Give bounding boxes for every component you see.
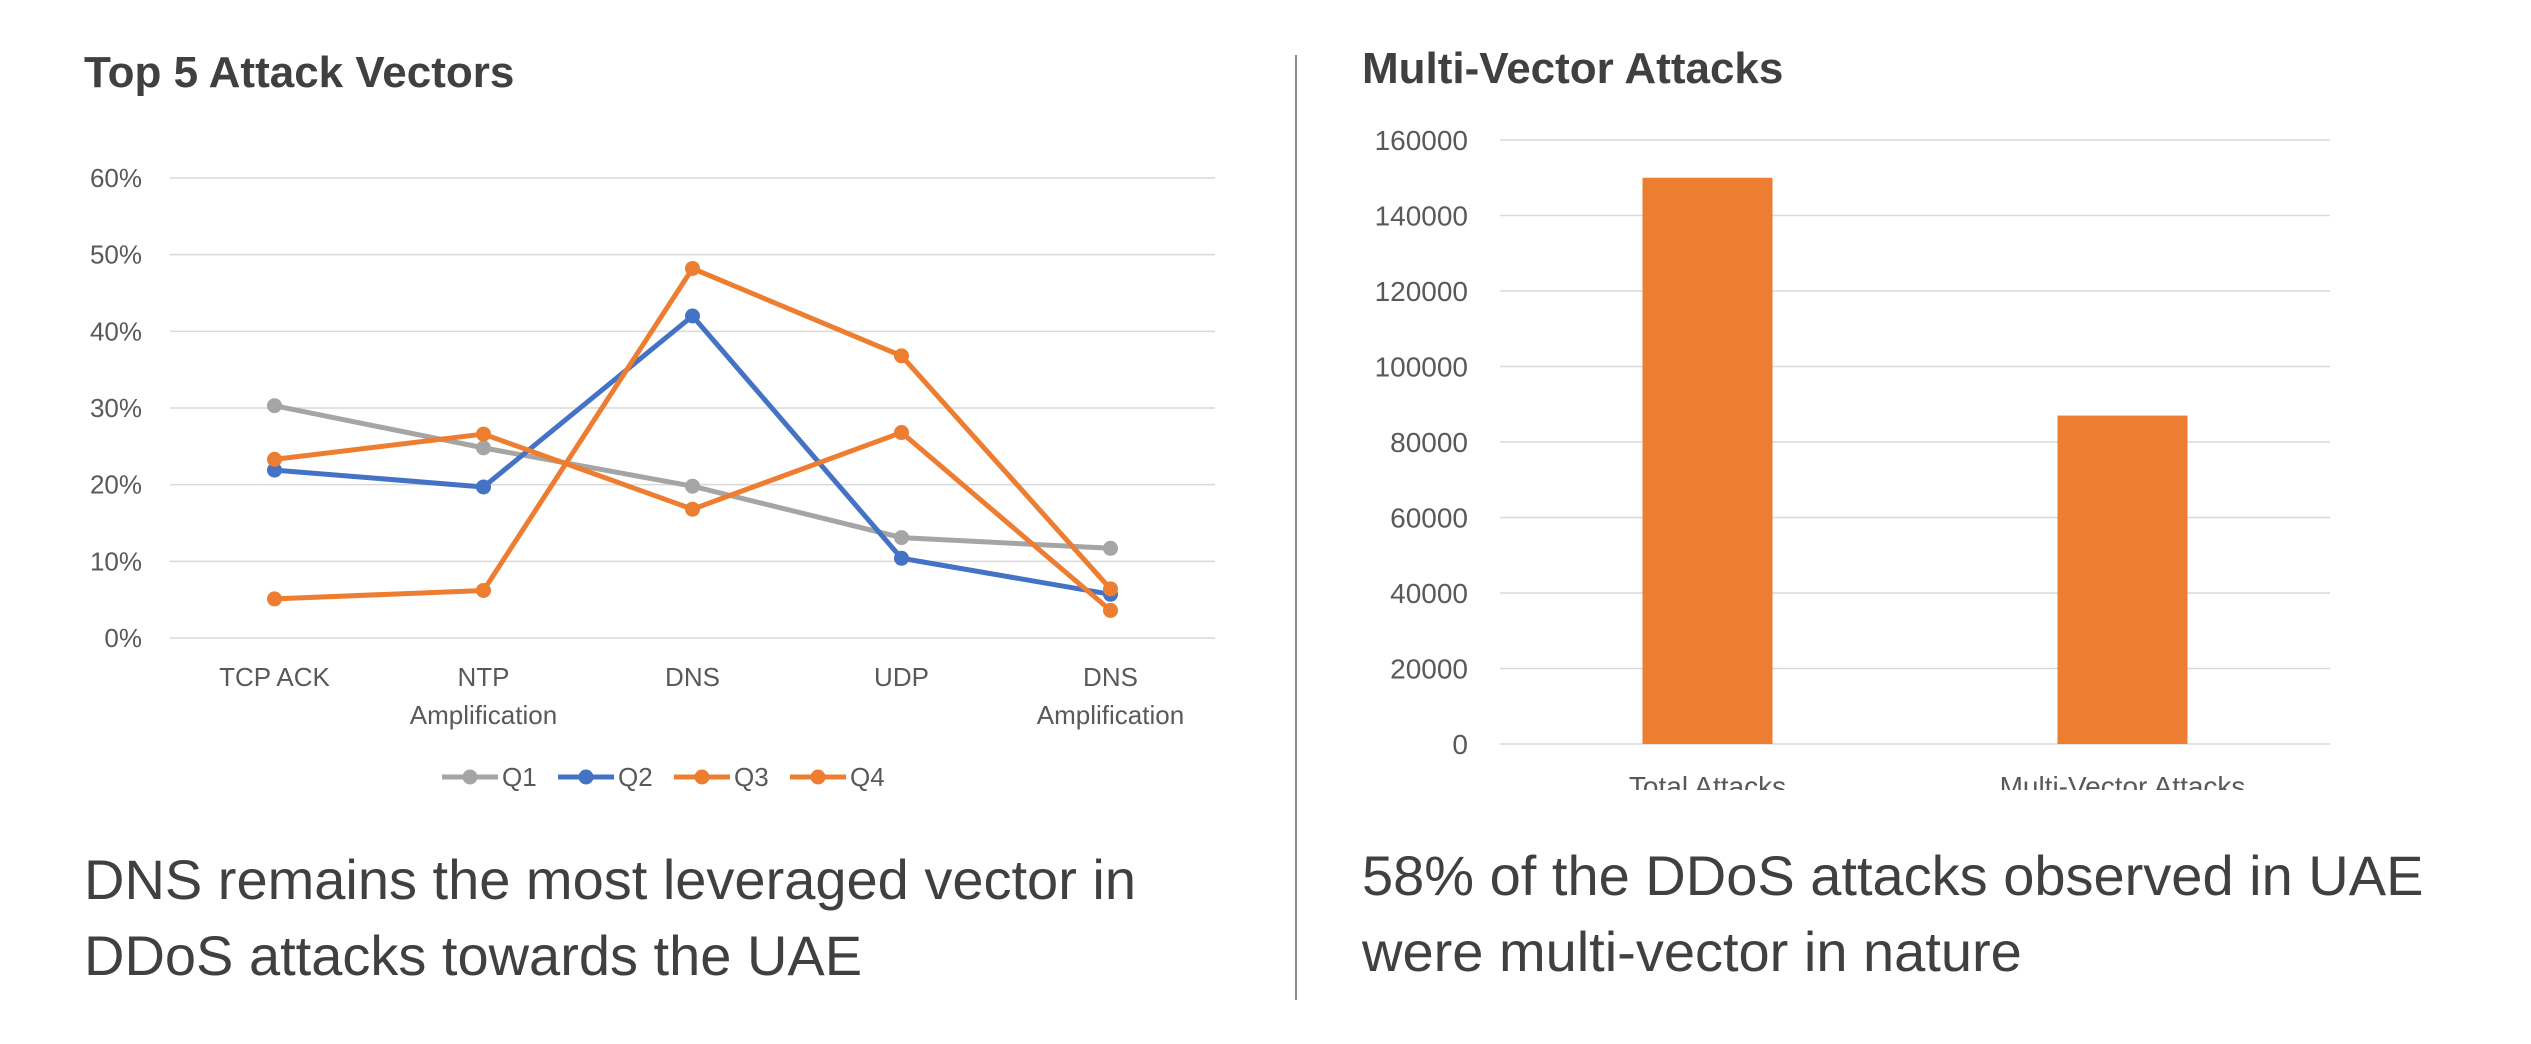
legend-marker-q2	[578, 769, 594, 785]
right-caption: 58% of the DDoS attacks observed in UAE …	[1362, 838, 2423, 990]
data-point-q4	[1103, 581, 1118, 597]
y-tick-label: 20000	[1390, 654, 1468, 685]
bar-chart-title: Multi-Vector Attacks	[1362, 44, 1784, 93]
data-point-q1	[894, 530, 909, 546]
line-chart: 0% 10% 20% 30% 40% 50% 60% TCP ACK NTP Amplificat…	[90, 163, 1215, 792]
x-tick-label: UDP	[874, 662, 929, 692]
data-point-q2	[267, 462, 282, 478]
data-point-q1	[267, 398, 282, 414]
legend-label: Q3	[734, 762, 769, 792]
y-tick-label: 40000	[1390, 578, 1468, 609]
y-tick-label: 60%	[90, 163, 142, 193]
data-point-q4	[476, 582, 491, 598]
y-tick-label: 140000	[1375, 201, 1468, 232]
bar	[2057, 415, 2188, 744]
data-point-q1	[685, 478, 700, 494]
left-caption-line-2: DDoS attacks towards the UAE	[84, 924, 863, 987]
y-tick-label: 0%	[104, 623, 142, 653]
data-point-q3	[476, 426, 491, 442]
legend-label: Q1	[502, 762, 537, 792]
legend-marker-q4	[810, 769, 826, 785]
data-point-q4	[267, 591, 282, 607]
right-caption-line-2: were multi-vector in nature	[1362, 920, 2022, 983]
x-tick-label: NTP	[458, 662, 510, 692]
legend-label: Q4	[850, 762, 885, 792]
x-tick-label: Multi-Vector Attacks	[2000, 771, 2246, 790]
y-tick-label: 10%	[90, 546, 142, 576]
y-tick-label: 160000	[1375, 125, 1468, 156]
data-point-q3	[894, 425, 909, 441]
legend-marker-q1	[462, 769, 478, 785]
data-point-q4	[685, 260, 700, 276]
left-caption: DNS remains the most leveraged vector in…	[84, 842, 1136, 994]
x-tick-label: TCP ACK	[219, 662, 330, 692]
y-tick-label: 30%	[90, 393, 142, 423]
series-line-q2	[274, 313, 1111, 597]
y-tick-label: 0	[1452, 729, 1468, 760]
data-point-q2	[476, 479, 491, 495]
y-tick-label: 120000	[1375, 276, 1468, 307]
y-tick-label: 60000	[1390, 503, 1468, 534]
left-caption-line-1: DNS remains the most leveraged vector in	[84, 848, 1136, 911]
y-tick-label: 50%	[90, 240, 142, 270]
legend-marker-q3	[694, 769, 710, 785]
y-tick-label: 40%	[90, 316, 142, 346]
data-point-q2	[685, 308, 700, 324]
legend-label: Q2	[618, 762, 653, 792]
right-caption-line-1: 58% of the DDoS attacks observed in UAE	[1362, 844, 2424, 907]
data-point-q2	[894, 550, 909, 566]
line-chart-title: Top 5 Attack Vectors	[84, 48, 515, 97]
x-tick-label: DNS	[1083, 662, 1138, 692]
x-tick-label: DNS	[665, 662, 720, 692]
data-point-q3	[267, 451, 282, 467]
data-point-q3	[1103, 602, 1118, 618]
data-point-q4	[894, 348, 909, 364]
series-line-q3	[274, 430, 1113, 613]
x-tick-label: Amplification	[410, 700, 557, 730]
x-tick-label: Total Attacks	[1629, 771, 1786, 790]
data-point-q1	[476, 440, 491, 456]
panel-divider	[1295, 55, 1297, 1000]
data-point-q3	[685, 501, 700, 517]
data-point-q1	[1103, 540, 1118, 556]
y-tick-label: 80000	[1390, 427, 1468, 458]
x-tick-label: Amplification	[1037, 700, 1184, 730]
y-tick-label: 20%	[90, 470, 142, 500]
bar-chart: 0 20000 40000 60000 80000 100000 120000 140000 1…	[1375, 125, 2330, 790]
y-tick-label: 100000	[1375, 352, 1468, 383]
bar	[1642, 177, 1773, 744]
series-line-q1	[274, 403, 1111, 551]
